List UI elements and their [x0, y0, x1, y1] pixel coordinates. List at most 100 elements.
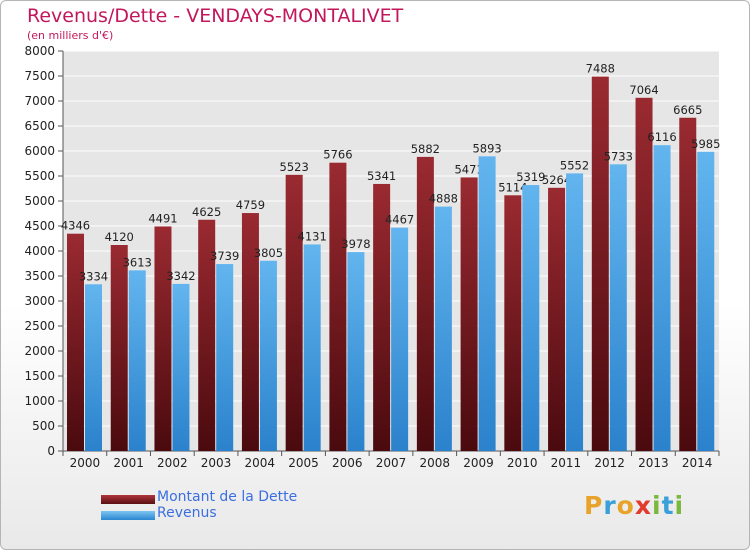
y-tick-label: 4500: [24, 219, 55, 233]
x-tick-label: 2008: [419, 456, 450, 470]
bar-revenus: [303, 244, 321, 451]
bar-dette: [329, 162, 347, 451]
bar-dette: [591, 76, 609, 451]
bar-dette: [679, 117, 697, 451]
bar-dette: [67, 233, 84, 451]
value-label-revenus: 4467: [385, 213, 414, 227]
y-tick-label: 7500: [24, 69, 55, 83]
legend-swatch-revenus: [101, 511, 155, 520]
value-label-revenus: 3805: [254, 246, 283, 260]
x-tick-label: 2003: [201, 456, 232, 470]
value-label-revenus: 4888: [429, 192, 458, 206]
bar-revenus: [391, 227, 409, 451]
bar-revenus: [609, 164, 627, 451]
legend-label-dette: Montant de la Dette: [157, 489, 298, 505]
value-label-revenus: 5733: [604, 149, 633, 163]
bar-dette: [373, 183, 391, 451]
y-tick-label: 0: [47, 444, 55, 458]
bar-dette: [635, 97, 653, 452]
value-label-revenus: 5319: [516, 170, 545, 184]
x-tick-label: 2004: [245, 456, 276, 470]
legend-label-revenus: Revenus: [157, 505, 217, 521]
bar-revenus: [434, 206, 452, 451]
bar-dette: [548, 187, 566, 452]
y-tick-label: 6500: [24, 119, 55, 133]
bar-dette: [285, 174, 303, 451]
value-label-dette: 7488: [586, 62, 615, 76]
value-label-revenus: 3978: [341, 237, 370, 251]
logo-letter: P: [584, 491, 604, 520]
bar-dette: [460, 177, 478, 451]
value-label-revenus: 3334: [79, 269, 108, 283]
bar-dette: [241, 213, 259, 451]
y-tick-label: 1500: [24, 369, 55, 383]
bar-revenus: [259, 260, 277, 451]
bar-dette: [110, 245, 128, 451]
bar-dette: [416, 156, 434, 451]
x-tick-label: 2009: [463, 456, 494, 470]
value-label-dette: 5882: [411, 142, 440, 156]
y-tick-label: 5000: [24, 194, 55, 208]
value-label-dette: 5523: [280, 160, 309, 174]
x-tick-label: 2007: [376, 456, 407, 470]
proxiti-logo: Proxiti: [584, 491, 684, 520]
logo-letter: i: [674, 491, 685, 520]
chart-title: Revenus/Dette - VENDAYS-MONTALIVET: [27, 5, 404, 27]
y-tick-label: 2500: [24, 319, 55, 333]
x-tick-label: 2002: [157, 456, 188, 470]
value-label-dette: 5341: [367, 169, 396, 183]
y-tick-label: 5500: [24, 169, 55, 183]
logo-letter: x: [634, 491, 652, 520]
y-tick-label: 3000: [24, 294, 55, 308]
bar-revenus: [653, 145, 671, 451]
value-label-revenus: 3739: [210, 249, 239, 263]
value-label-dette: 5264: [542, 173, 571, 187]
value-label-dette: 4346: [61, 219, 90, 233]
value-label-revenus: 5552: [560, 158, 589, 172]
legend-swatch-dette: [101, 495, 155, 504]
x-tick-label: 2012: [594, 456, 625, 470]
x-tick-label: 2014: [682, 456, 713, 470]
value-label-revenus: 3342: [166, 269, 195, 283]
bar-dette: [198, 219, 216, 451]
bar-revenus: [697, 151, 715, 451]
y-tick-label: 4000: [24, 244, 55, 258]
bar-revenus: [216, 264, 234, 451]
x-tick-label: 2010: [507, 456, 538, 470]
value-label-revenus: 4131: [298, 229, 327, 243]
y-tick-label: 6000: [24, 144, 55, 158]
y-tick-label: 8000: [24, 44, 55, 58]
value-label-dette: 7064: [629, 83, 658, 97]
bar-revenus: [478, 156, 496, 451]
value-label-dette: 5766: [323, 148, 352, 162]
x-tick-label: 2005: [288, 456, 319, 470]
y-tick-label: 1000: [24, 394, 55, 408]
bar-revenus: [128, 270, 146, 451]
bar-revenus: [172, 283, 190, 451]
value-label-revenus: 5985: [691, 137, 720, 151]
x-tick-label: 2001: [113, 456, 144, 470]
value-label-dette: 4491: [148, 211, 177, 225]
chart-subtitle: (en milliers d'€): [27, 29, 114, 42]
x-tick-label: 2011: [551, 456, 582, 470]
y-tick-label: 500: [32, 419, 55, 433]
logo-letter: r: [603, 491, 617, 520]
y-tick-label: 3500: [24, 269, 55, 283]
x-tick-label: 2000: [70, 456, 101, 470]
value-label-dette: 4625: [192, 205, 221, 219]
y-tick-label: 2000: [24, 344, 55, 358]
y-tick-label: 7000: [24, 94, 55, 108]
value-label-dette: 4759: [236, 198, 265, 212]
logo-letter: t: [661, 491, 675, 520]
bar-revenus: [566, 173, 584, 451]
bar-revenus: [85, 284, 102, 451]
value-label-dette: 6665: [673, 103, 702, 117]
value-label-dette: 5114: [498, 180, 527, 194]
bar-revenus: [347, 252, 365, 451]
value-label-dette: 4120: [105, 230, 134, 244]
x-tick-label: 2006: [332, 456, 363, 470]
bar-dette: [154, 226, 172, 451]
x-tick-label: 2013: [638, 456, 669, 470]
